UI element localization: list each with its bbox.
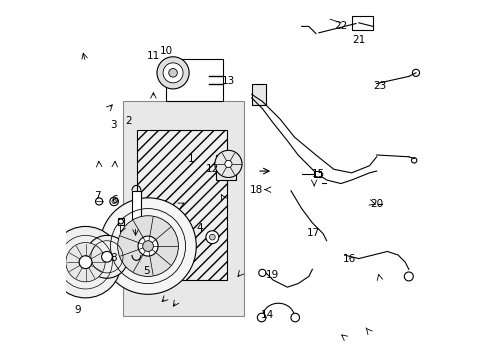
Text: 19: 19: [265, 270, 279, 280]
Circle shape: [110, 197, 118, 206]
Text: 14: 14: [260, 310, 273, 320]
Text: 22: 22: [334, 21, 347, 31]
Circle shape: [138, 236, 158, 256]
Circle shape: [163, 63, 183, 83]
Circle shape: [290, 313, 299, 322]
Text: 20: 20: [369, 199, 383, 209]
Bar: [118, 218, 124, 225]
Text: 12: 12: [205, 163, 219, 174]
Circle shape: [85, 235, 128, 278]
Bar: [351, 16, 372, 30]
Bar: [313, 171, 320, 177]
Circle shape: [209, 234, 215, 240]
Text: 9: 9: [75, 305, 81, 315]
Circle shape: [79, 256, 92, 269]
Circle shape: [157, 57, 189, 89]
Bar: [137, 130, 226, 280]
Text: 17: 17: [306, 228, 320, 238]
Text: 21: 21: [351, 35, 365, 45]
Circle shape: [257, 313, 265, 322]
Circle shape: [95, 198, 102, 205]
Text: 2: 2: [125, 116, 132, 126]
Text: 8: 8: [110, 253, 117, 263]
Circle shape: [100, 198, 196, 294]
Text: 4: 4: [196, 223, 203, 233]
Text: 18: 18: [249, 185, 263, 195]
Text: 6: 6: [111, 195, 117, 204]
Circle shape: [224, 160, 231, 167]
Text: 3: 3: [109, 120, 116, 130]
Text: 16: 16: [343, 254, 356, 264]
Text: 23: 23: [373, 81, 386, 91]
Text: 7: 7: [94, 191, 101, 201]
Circle shape: [118, 216, 178, 276]
Bar: [251, 84, 265, 105]
Circle shape: [102, 251, 112, 262]
Circle shape: [112, 199, 116, 203]
Bar: [132, 191, 141, 255]
Circle shape: [142, 241, 153, 251]
Text: 11: 11: [146, 51, 160, 61]
Text: 5: 5: [142, 266, 149, 276]
Text: 15: 15: [311, 168, 324, 179]
Bar: [216, 155, 235, 180]
Circle shape: [168, 68, 177, 77]
Circle shape: [214, 150, 242, 177]
Text: 13: 13: [222, 76, 235, 86]
Polygon shape: [123, 102, 244, 316]
Circle shape: [118, 219, 123, 224]
Text: 10: 10: [160, 46, 173, 56]
Bar: [165, 59, 223, 102]
Text: 1: 1: [187, 154, 194, 163]
Circle shape: [205, 231, 218, 244]
Circle shape: [66, 243, 105, 282]
Circle shape: [50, 226, 121, 298]
